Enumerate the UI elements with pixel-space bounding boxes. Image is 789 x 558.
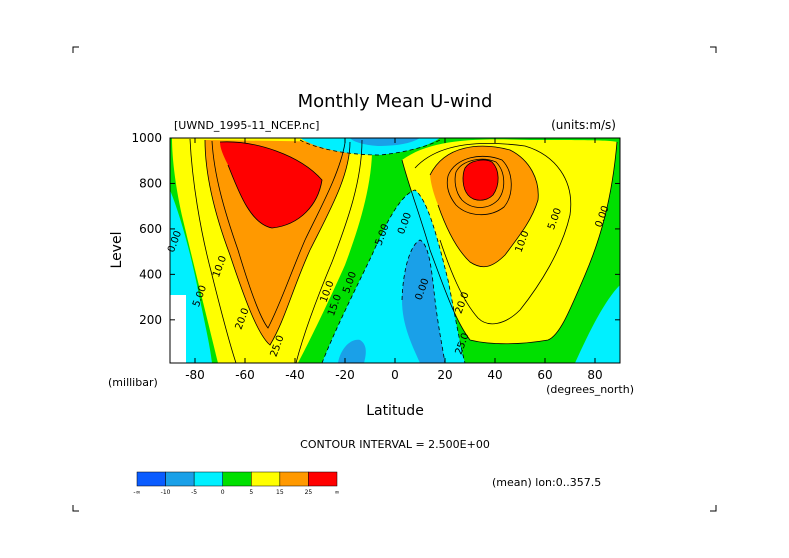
negative-contour-lines (299, 139, 466, 363)
y-tick-label: 1000 (131, 131, 162, 145)
colorbar-swatch (136, 471, 166, 487)
x-tick-label: 20 (437, 368, 452, 382)
colorbar-label: 15 (276, 489, 284, 496)
north-polar-easterlies (575, 285, 620, 363)
tropical-easterlies-5a (338, 339, 366, 363)
y-tick-label: 800 (139, 176, 162, 190)
units-label: (units:m/s) (551, 118, 616, 132)
x-tick-label: 40 (487, 368, 502, 382)
x-tick-label: -40 (285, 368, 305, 382)
x-axis: -80 -60 -40 -20 0 20 40 60 80 (185, 138, 603, 382)
colorbar-label: -5 (191, 489, 197, 496)
y-tick-label: 400 (139, 267, 162, 281)
colorbar-swatch (308, 471, 338, 487)
y-tick-label: 600 (139, 222, 162, 236)
contour-field (170, 138, 620, 363)
colorbar-swatch (251, 471, 281, 487)
x-tick-label: -60 (235, 368, 255, 382)
nh-jet-core-25 (463, 160, 499, 201)
x-units-label: (degrees_north) (546, 383, 634, 396)
y-axis-label: Level (109, 232, 125, 269)
colorbar: -∞ -10 -5 0 5 15 25 ∞ (133, 471, 340, 496)
colorbar-swatch (193, 471, 223, 487)
colorbar-swatch (222, 471, 252, 487)
nh-jet-band-15 (430, 146, 539, 267)
colorbar-label: 5 (249, 489, 253, 496)
contour-interval-label: CONTOUR INTERVAL = 2.500E+00 (300, 438, 490, 451)
x-tick-label: 60 (537, 368, 552, 382)
x-tick-label: -80 (185, 368, 205, 382)
colorbar-swatch (165, 471, 195, 487)
sh-jet-core-25 (220, 141, 322, 228)
chart-title: Monthly Mean U-wind (298, 91, 493, 112)
colorbar-label: 25 (305, 489, 313, 496)
y-tick-label: 200 (139, 313, 162, 327)
tropical-easterlies-5b (402, 240, 445, 363)
x-tick-label: 80 (587, 368, 602, 382)
crop-marks (72, 46, 717, 512)
colorbar-label: ∞ (335, 489, 340, 496)
contour-lines (189, 138, 618, 363)
dataset-label: [UWND_1995-11_NCEP.nc] (174, 119, 319, 132)
y-units-label: (millibar) (108, 376, 158, 389)
colorbar-label: -∞ (133, 489, 140, 496)
colorbar-swatch (279, 471, 309, 487)
colorbar-label: -10 (161, 489, 171, 496)
x-axis-label: Latitude (366, 403, 424, 419)
strat-easterlies-5 (350, 138, 420, 146)
mean-label: (mean) lon:0..357.5 (492, 476, 601, 489)
x-tick-label: 0 (391, 368, 399, 382)
below-ground-mask (170, 295, 186, 363)
colorbar-label: 0 (221, 489, 225, 496)
y-axis: 200 400 600 800 1000 (131, 131, 620, 327)
x-tick-label: -20 (335, 368, 355, 382)
